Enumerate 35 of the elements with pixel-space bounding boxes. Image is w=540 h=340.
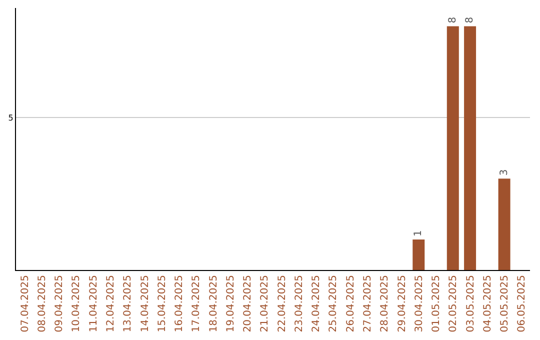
x-tick-label: 03.05.2025 [465,275,476,332]
x-tick-label: 10.04.2025 [71,275,82,332]
x-tick-label: 28.04.2025 [380,275,391,332]
x-tick-label: 08.04.2025 [36,275,48,332]
x-tick-label: 26.04.2025 [345,275,356,332]
data-label: 8 [447,16,458,24]
x-tick-label: 15.04.2025 [156,275,168,332]
x-tick-label: 04.05.2025 [482,275,494,332]
x-tick-label: 01.05.2025 [431,275,442,332]
x-tick-label: 02.05.2025 [448,275,460,332]
x-tick-label: 19.04.2025 [225,275,236,332]
x-tick-label: 07.04.2025 [20,275,31,332]
x-tick-label: 27.04.2025 [362,275,374,332]
x-tick-label: 09.04.2025 [54,275,66,332]
x-tick-label: 13.04.2025 [122,275,134,332]
x-tick-label: 14.04.2025 [140,275,151,332]
data-label: 8 [464,16,476,24]
y-tick-label: 5 [8,113,14,122]
x-tick-label: 21.04.2025 [260,275,271,332]
x-tick-label: 16.04.2025 [174,275,186,332]
data-label: 1 [413,230,424,237]
x-tick-label: 06.05.2025 [516,275,528,332]
x-tick-label: 29.04.2025 [396,275,408,332]
x-tick-label: 17.04.2025 [191,275,202,332]
x-tick-label: 20.04.2025 [242,275,254,332]
x-tick-label: 23.04.2025 [294,275,305,332]
x-tick-label: 25.04.2025 [328,275,340,332]
x-tick-label: 30.04.2025 [414,275,425,332]
x-tick-label: 05.05.2025 [500,275,511,332]
x-tick-label: 24.04.2025 [311,275,322,332]
x-tick-label: 11.04.2025 [88,275,100,332]
x-tick-label: 12.04.2025 [105,275,116,332]
data-label: 3 [498,169,510,176]
x-tick-label: 18.04.2025 [208,275,220,332]
x-tick-label: 22.04.2025 [276,275,288,332]
